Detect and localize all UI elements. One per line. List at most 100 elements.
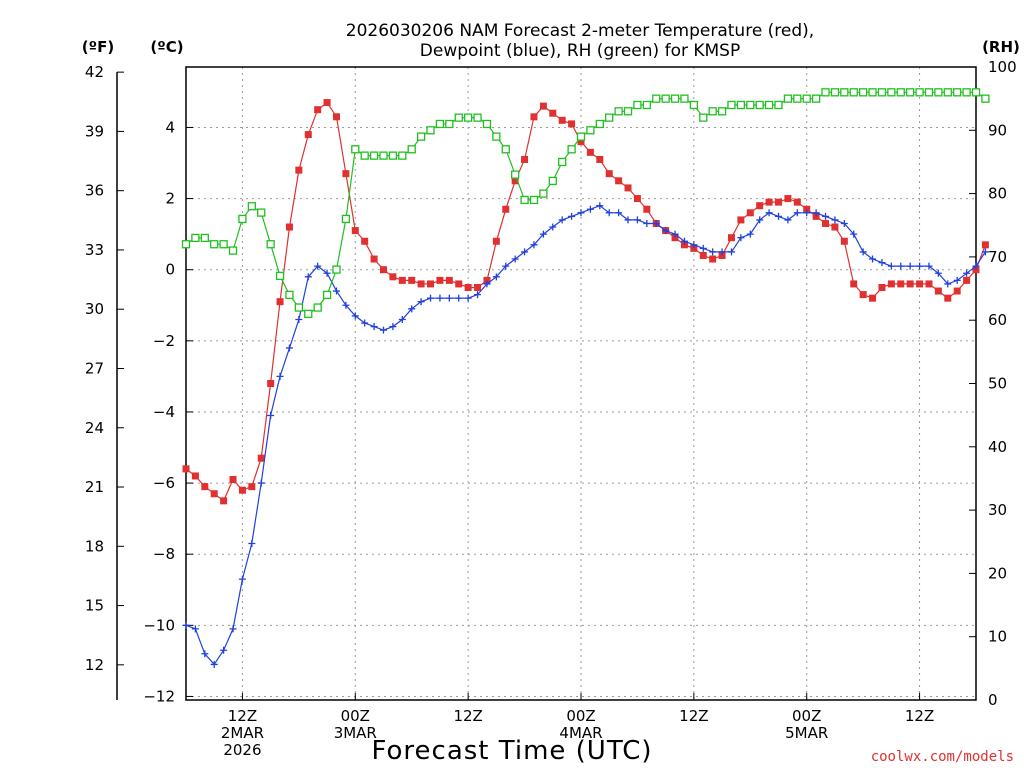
data-point-rh <box>783 94 793 103</box>
data-point-rh <box>849 88 858 97</box>
x-tick-label: 5MAR <box>785 724 828 742</box>
data-point-rh <box>661 94 670 103</box>
left-unit-fahrenheit: (ºF) <box>82 38 114 56</box>
data-point-dewpoint <box>746 230 754 238</box>
chart-title-line-1: 2026030206 NAM Forecast 2-meter Temperat… <box>346 21 814 41</box>
data-point-temperature <box>746 209 754 217</box>
data-point-rh <box>266 240 275 249</box>
fahrenheit-tick-label: 30 <box>85 300 104 318</box>
data-point-temperature <box>380 266 387 274</box>
data-point-dewpoint <box>812 209 820 217</box>
data-point-rh <box>868 88 877 97</box>
data-point-temperature <box>596 155 604 163</box>
data-point-temperature <box>605 170 613 178</box>
data-point-rh <box>501 145 510 154</box>
data-point-dewpoint <box>436 294 444 302</box>
data-point-dewpoint <box>737 234 745 242</box>
data-point-temperature <box>389 273 397 281</box>
data-point-temperature <box>474 283 482 291</box>
data-point-rh <box>793 94 802 103</box>
data-point-dewpoint <box>351 312 359 320</box>
rh-tick-label: 70 <box>988 248 1007 266</box>
axes <box>116 66 977 701</box>
data-point-temperature <box>887 280 895 288</box>
data-point-temperature <box>812 212 820 220</box>
data-point-rh <box>811 94 821 103</box>
data-point-rh <box>445 119 454 129</box>
data-point-dewpoint <box>182 621 190 629</box>
data-point-temperature <box>963 276 971 284</box>
data-point-temperature <box>690 244 698 252</box>
x-tick-label: 12Z <box>905 707 934 725</box>
data-point-temperature <box>464 283 472 291</box>
data-point-temperature <box>549 109 557 117</box>
data-point-rh <box>304 309 313 319</box>
data-point-dewpoint <box>963 269 971 277</box>
data-point-temperature <box>934 287 942 295</box>
data-point-rh <box>877 88 887 97</box>
fahrenheit-tick-label: 24 <box>85 419 104 437</box>
series-line-rh <box>185 91 986 315</box>
series-dewpoint <box>182 202 989 668</box>
fahrenheit-tick-label: 18 <box>85 537 104 555</box>
data-point-rh <box>398 151 407 160</box>
data-point-rh <box>210 240 219 249</box>
data-point-dewpoint <box>492 273 500 281</box>
data-point-rh <box>435 119 445 129</box>
fahrenheit-tick-label: 21 <box>85 478 104 496</box>
data-point-dewpoint <box>267 412 275 420</box>
data-point-temperature <box>257 454 265 462</box>
data-point-dewpoint <box>765 209 773 217</box>
data-series <box>181 88 990 668</box>
data-point-dewpoint <box>295 315 303 323</box>
data-point-rh <box>887 88 896 97</box>
data-point-dewpoint <box>586 205 594 213</box>
data-point-rh <box>962 88 971 97</box>
data-point-dewpoint <box>859 248 867 256</box>
data-point-dewpoint <box>201 650 209 658</box>
data-point-rh <box>463 113 473 122</box>
rh-tick-label: 100 <box>988 58 1017 76</box>
data-point-rh <box>341 214 351 224</box>
data-point-dewpoint <box>756 216 764 224</box>
celsius-tick-label: 2 <box>165 190 175 208</box>
data-point-temperature <box>417 280 425 288</box>
data-point-dewpoint <box>304 273 312 281</box>
data-point-temperature <box>182 465 190 473</box>
data-point-dewpoint <box>568 212 576 220</box>
x-tick-label: 00Z <box>566 707 595 725</box>
celsius-tick-label: −8 <box>153 545 175 563</box>
celsius-tick-label: −6 <box>153 474 175 492</box>
data-point-temperature <box>615 177 623 185</box>
data-point-dewpoint <box>906 262 914 270</box>
data-point-temperature <box>680 241 688 249</box>
data-point-dewpoint <box>427 294 435 302</box>
data-point-temperature <box>784 195 792 203</box>
celsius-tick-label: 4 <box>165 118 175 136</box>
fahrenheit-tick-label: 15 <box>85 597 104 615</box>
data-point-rh <box>981 94 990 103</box>
data-point-temperature <box>521 155 529 163</box>
data-point-temperature <box>643 205 651 213</box>
rh-tick-label: 40 <box>988 438 1007 456</box>
data-point-dewpoint <box>191 625 199 633</box>
data-point-dewpoint <box>972 262 980 270</box>
data-point-dewpoint <box>822 212 830 220</box>
data-point-rh <box>369 151 379 160</box>
data-point-temperature <box>727 234 735 242</box>
data-point-rh <box>257 208 266 217</box>
data-point-temperature <box>859 291 867 299</box>
data-point-rh <box>774 100 783 110</box>
chart-title-line-2: Dewpoint (blue), RH (green) for KMSP <box>420 41 740 61</box>
data-point-temperature <box>756 202 764 210</box>
data-point-dewpoint <box>615 209 623 217</box>
data-point-temperature <box>916 280 924 288</box>
data-point-dewpoint <box>248 540 256 548</box>
data-point-temperature <box>586 148 594 156</box>
data-point-temperature <box>822 219 830 227</box>
fahrenheit-tick-label: 12 <box>85 656 104 674</box>
data-point-dewpoint <box>417 298 425 306</box>
data-point-temperature <box>953 287 961 295</box>
data-point-dewpoint <box>878 259 886 267</box>
